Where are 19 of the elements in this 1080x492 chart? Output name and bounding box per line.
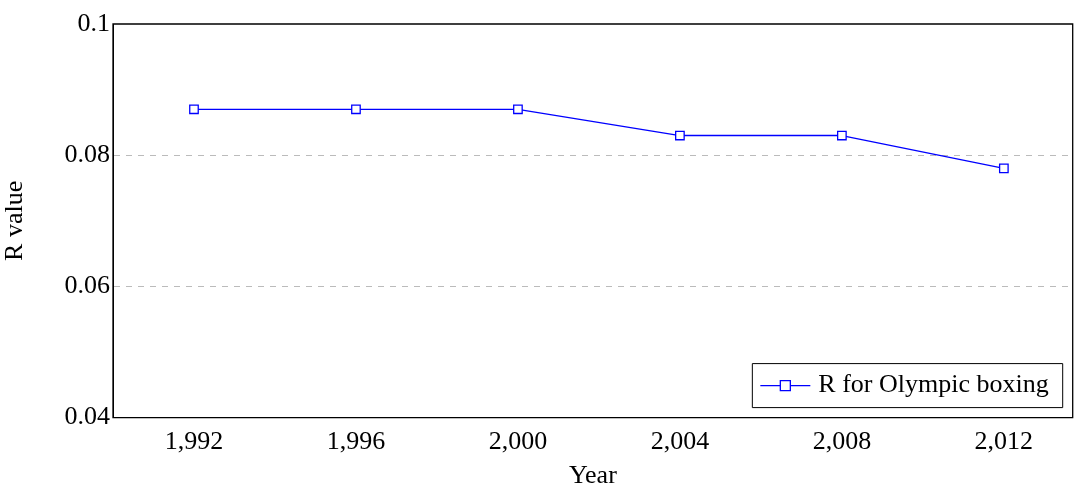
point <box>836 130 847 141</box>
x-tick-label: 2,004 <box>650 426 710 456</box>
point <box>998 163 1009 174</box>
y-tick-label: 0.1 <box>77 7 110 37</box>
x-tick-label: 2,012 <box>974 426 1034 456</box>
x-tick-label: 1,996 <box>326 426 386 456</box>
point <box>675 130 685 141</box>
point <box>513 104 523 115</box>
x-axis-title: Year <box>568 460 618 490</box>
point <box>351 104 361 115</box>
x-tick-label: 2,000 <box>488 426 548 456</box>
y-tick-label: 0.04 <box>64 401 110 431</box>
x-tick-label: 1,992 <box>164 426 224 456</box>
y-axis-title: R value <box>0 180 29 261</box>
x-tick-label: 2,008 <box>812 426 872 456</box>
legend-label: R for Olympic boxing <box>818 369 1049 399</box>
point <box>189 104 199 115</box>
y-tick-label: 0.06 <box>64 270 110 300</box>
y-tick-label: 0.08 <box>64 139 110 169</box>
